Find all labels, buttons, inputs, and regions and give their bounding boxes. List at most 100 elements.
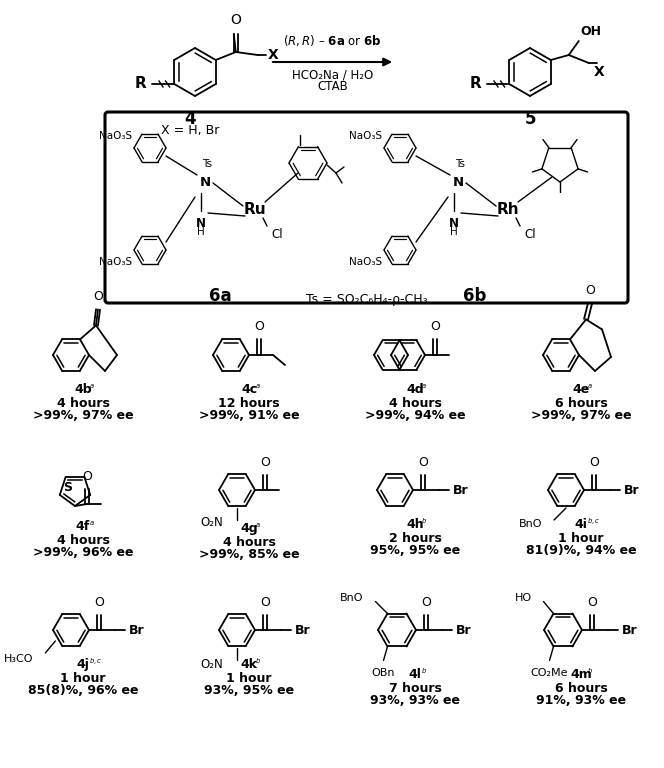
- Text: $^{b, c}$: $^{b, c}$: [587, 518, 600, 528]
- Text: O₂N: O₂N: [201, 657, 223, 670]
- Text: OH: OH: [581, 25, 602, 38]
- Text: R: R: [469, 77, 481, 91]
- Text: 4 hours: 4 hours: [388, 397, 442, 410]
- Text: NaO₃S: NaO₃S: [99, 131, 132, 141]
- Text: H: H: [197, 227, 205, 237]
- Text: OBn: OBn: [372, 668, 395, 678]
- Text: $^{b, c}$: $^{b, c}$: [89, 658, 102, 668]
- Text: 6b: 6b: [463, 287, 487, 305]
- Text: $^{b}$: $^{b}$: [255, 658, 261, 668]
- Text: 6 hours: 6 hours: [554, 397, 608, 410]
- Text: 4 hours: 4 hours: [56, 397, 110, 410]
- Text: Cl: Cl: [524, 228, 536, 241]
- Text: 6a: 6a: [208, 287, 231, 305]
- Text: 4j: 4j: [76, 658, 90, 671]
- Text: O: O: [254, 320, 264, 333]
- Text: $^{b}$: $^{b}$: [421, 518, 427, 528]
- Text: 4g: 4g: [240, 522, 258, 535]
- Text: O: O: [260, 456, 270, 469]
- Text: NaO₃S: NaO₃S: [349, 131, 382, 141]
- Text: 93%, 95% ee: 93%, 95% ee: [204, 684, 294, 697]
- Text: 4 hours: 4 hours: [56, 534, 110, 547]
- Text: 93%, 93% ee: 93%, 93% ee: [370, 694, 460, 707]
- Text: H₃CO: H₃CO: [4, 654, 33, 664]
- Text: BnO: BnO: [519, 519, 542, 529]
- Text: O: O: [93, 290, 103, 303]
- Text: 7 hours: 7 hours: [388, 682, 442, 695]
- Text: Cl: Cl: [271, 228, 283, 241]
- Text: 4l: 4l: [408, 668, 422, 681]
- Text: 4h: 4h: [406, 518, 424, 531]
- Text: 1 hour: 1 hour: [558, 532, 604, 545]
- Text: Ts: Ts: [202, 159, 212, 169]
- Text: 4m: 4m: [570, 668, 592, 681]
- Text: Ts = SO₂C₆H₄-ρ-CH₃: Ts = SO₂C₆H₄-ρ-CH₃: [305, 293, 428, 306]
- Text: Br: Br: [129, 624, 145, 637]
- Text: H: H: [450, 227, 458, 237]
- Text: 2 hours: 2 hours: [388, 532, 442, 545]
- Text: O: O: [94, 596, 104, 609]
- Text: 81(9)%, 94% ee: 81(9)%, 94% ee: [526, 544, 636, 557]
- Text: CTAB: CTAB: [317, 80, 348, 93]
- Text: N: N: [449, 217, 459, 230]
- Text: >99%, 97% ee: >99%, 97% ee: [33, 409, 133, 422]
- Text: 91%, 93% ee: 91%, 93% ee: [536, 694, 626, 707]
- Text: 85(8)%, 96% ee: 85(8)%, 96% ee: [28, 684, 138, 697]
- Text: O₂N: O₂N: [201, 515, 223, 528]
- Text: Br: Br: [456, 624, 471, 637]
- Text: 4k: 4k: [240, 658, 258, 671]
- Text: >99%, 85% ee: >99%, 85% ee: [199, 548, 299, 561]
- FancyBboxPatch shape: [105, 112, 628, 303]
- Text: $(R,R)$ – $\mathbf{6a}$ or $\mathbf{6b}$: $(R,R)$ – $\mathbf{6a}$ or $\mathbf{6b}$: [284, 33, 382, 48]
- Text: 4c: 4c: [241, 383, 257, 396]
- Text: O: O: [418, 456, 428, 469]
- Text: Ru: Ru: [244, 203, 266, 217]
- Text: O: O: [589, 456, 599, 469]
- Text: >99%, 94% ee: >99%, 94% ee: [365, 409, 465, 422]
- Text: Rh: Rh: [497, 203, 519, 217]
- Text: O: O: [421, 596, 431, 609]
- Text: O: O: [82, 470, 92, 483]
- Text: CO₂Me: CO₂Me: [531, 668, 568, 678]
- Text: 1 hour: 1 hour: [60, 672, 106, 685]
- Text: HO: HO: [515, 593, 531, 603]
- Text: Br: Br: [624, 484, 639, 496]
- Text: O: O: [260, 596, 270, 609]
- Text: Br: Br: [295, 624, 311, 637]
- Text: O: O: [430, 320, 440, 333]
- Text: N: N: [196, 217, 206, 230]
- Text: 95%, 95% ee: 95%, 95% ee: [370, 544, 460, 557]
- Text: 4d: 4d: [406, 383, 424, 396]
- Text: X: X: [594, 65, 604, 79]
- Text: $^{a}$: $^{a}$: [421, 383, 427, 393]
- Text: Ts: Ts: [455, 159, 465, 169]
- Text: >99%, 96% ee: >99%, 96% ee: [33, 546, 133, 559]
- Text: X: X: [268, 48, 278, 62]
- Text: 4: 4: [184, 110, 196, 128]
- Text: N: N: [452, 177, 463, 190]
- Text: $^{a}$: $^{a}$: [587, 383, 593, 393]
- Text: R: R: [135, 77, 146, 91]
- Text: NaO₃S: NaO₃S: [99, 257, 132, 267]
- Text: 6 hours: 6 hours: [554, 682, 608, 695]
- Text: 12 hours: 12 hours: [218, 397, 280, 410]
- Text: O: O: [585, 284, 595, 297]
- Text: 1 hour: 1 hour: [226, 672, 272, 685]
- Text: 4i: 4i: [574, 518, 588, 531]
- Text: $^{b}$: $^{b}$: [421, 668, 427, 678]
- Text: $^{a}$: $^{a}$: [89, 383, 95, 393]
- Text: 4 hours: 4 hours: [222, 536, 276, 549]
- Text: 5: 5: [525, 110, 536, 128]
- Text: $^{a}$: $^{a}$: [255, 522, 261, 532]
- Text: S: S: [63, 481, 72, 494]
- Text: X = H, Br: X = H, Br: [161, 124, 219, 137]
- Text: N: N: [199, 177, 210, 190]
- Text: O: O: [230, 13, 241, 27]
- Text: 4b: 4b: [74, 383, 92, 396]
- Text: 4e: 4e: [572, 383, 590, 396]
- Text: >99%, 97% ee: >99%, 97% ee: [531, 409, 631, 422]
- Text: $^{a}$: $^{a}$: [255, 383, 261, 393]
- Text: Br: Br: [622, 624, 637, 637]
- Text: $^{a}$: $^{a}$: [89, 520, 95, 530]
- Text: Br: Br: [453, 484, 469, 496]
